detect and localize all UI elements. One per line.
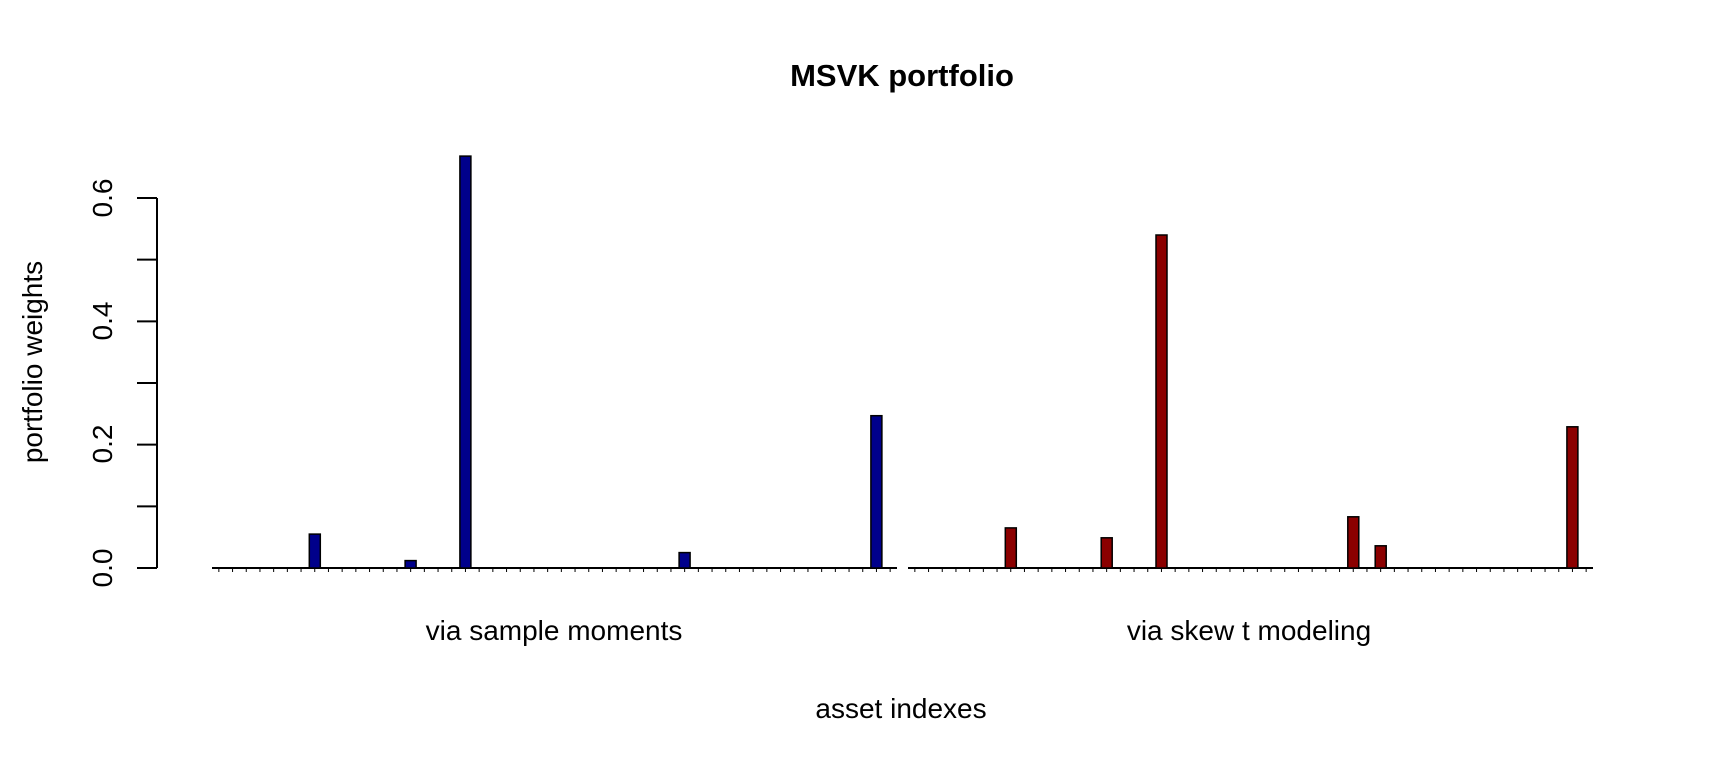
bar-group0-asset8 <box>308 533 322 569</box>
bar-group1-asset15 <box>1100 537 1113 569</box>
bar-group1-asset49 <box>1566 426 1579 569</box>
group-label-sample-moments: via sample moments <box>425 615 683 646</box>
y-tick-label-0.2: 0.2 <box>87 424 118 464</box>
bar-group0-asset49 <box>870 414 883 569</box>
x-axis-title: asset indexes <box>815 693 987 724</box>
bar-group1-asset33 <box>1347 516 1360 569</box>
bar-group1-asset19 <box>1155 234 1168 569</box>
y-tick-label-0.6: 0.6 <box>87 178 118 218</box>
bar-group1-asset35 <box>1374 545 1387 569</box>
y-tick-label-0.4: 0.4 <box>87 301 118 341</box>
bar-group0-asset15 <box>404 559 417 569</box>
chart-title: MSVK portfolio <box>790 58 1014 93</box>
bar-group0-asset35 <box>678 551 691 569</box>
group-label-skew-t: via skew t modeling <box>1126 615 1372 646</box>
bar-group0-asset19 <box>459 155 472 569</box>
bar-group1-asset8 <box>1004 527 1018 569</box>
y-axis-title: portfolio weights <box>17 260 48 464</box>
y-tick-label-0.0: 0.0 <box>87 548 118 588</box>
